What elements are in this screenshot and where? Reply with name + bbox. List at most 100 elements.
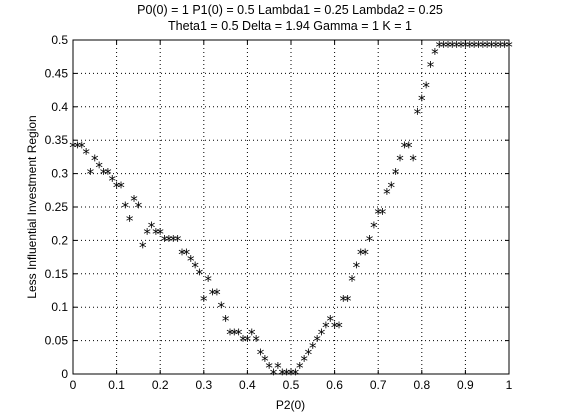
y-tick-labels: 0 0.05 0.1 0.15 0.2 0.25 0.3 0.35 0.4 0.45 0.5	[45, 33, 69, 381]
data-point: *	[439, 38, 448, 56]
data-point: *	[356, 245, 365, 263]
data-point: *	[90, 152, 99, 170]
data-point: *	[483, 38, 492, 56]
data-point: *	[330, 319, 339, 337]
data-point: *	[239, 332, 248, 350]
data-point: *	[99, 165, 108, 183]
data-point: *	[369, 219, 378, 237]
data-point: *	[378, 205, 387, 223]
data-point: *	[177, 245, 186, 263]
x-tick-label: 0.1	[108, 378, 125, 392]
y-tick-label: 0.4	[51, 100, 68, 114]
data-point: *	[130, 192, 139, 210]
data-point: *	[461, 38, 470, 56]
x-tick-label: 0	[70, 378, 77, 392]
x-axis-label: P2(0)	[276, 398, 305, 412]
data-point: *	[195, 265, 204, 283]
data-point: *	[334, 319, 343, 337]
data-point: *	[448, 38, 457, 56]
data-point: *	[73, 138, 82, 156]
data-point: *	[326, 312, 335, 330]
data-point: *	[204, 272, 213, 290]
data-point: *	[234, 325, 243, 343]
data-point: *	[221, 312, 230, 330]
data-point: *	[86, 165, 95, 183]
data-point: *	[443, 38, 452, 56]
y-tick-label: 0.35	[45, 133, 69, 147]
y-tick-label: 0.5	[51, 33, 68, 47]
data-point: *	[313, 332, 322, 350]
data-point: *	[457, 38, 466, 56]
data-point: *	[361, 245, 370, 263]
x-tick-label: 0.5	[283, 378, 300, 392]
data-point: *	[143, 225, 152, 243]
data-point: *	[225, 325, 234, 343]
data-point: *	[348, 272, 357, 290]
data-point: *	[417, 92, 426, 110]
data-point: *	[500, 38, 509, 56]
data-point: *	[430, 45, 439, 63]
data-point: *	[400, 138, 409, 156]
data-point: *	[186, 252, 195, 270]
data-point: *	[413, 105, 422, 123]
data-point: *	[230, 325, 239, 343]
x-tick-label: 0.6	[326, 378, 343, 392]
data-point: *	[465, 38, 474, 56]
data-points: ****************************************…	[68, 38, 513, 383]
data-point: *	[247, 325, 256, 343]
y-tick-label: 0.3	[51, 167, 68, 181]
data-point: *	[308, 339, 317, 357]
x-tick-label: 0.7	[370, 378, 387, 392]
data-point: *	[252, 332, 261, 350]
data-point: *	[156, 225, 165, 243]
data-point: *	[164, 232, 173, 250]
data-point: *	[112, 178, 121, 196]
data-point: *	[321, 319, 330, 337]
data-point: *	[160, 232, 169, 250]
x-tick-label: 0.4	[239, 378, 256, 392]
data-point: *	[121, 199, 130, 217]
data-point: *	[339, 292, 348, 310]
data-point: *	[452, 38, 461, 56]
title-line-2: Theta1 = 0.5 Delta = 1.94 Gamma = 1 K = …	[168, 19, 412, 33]
y-tick-label: 0.45	[45, 66, 69, 80]
data-point: *	[103, 165, 112, 183]
data-point: *	[382, 185, 391, 203]
data-point: *	[265, 359, 274, 377]
data-point: *	[496, 38, 505, 56]
data-point: *	[426, 58, 435, 76]
data-point: *	[191, 259, 200, 277]
x-tick-label: 0.2	[152, 378, 169, 392]
data-point: *	[151, 225, 160, 243]
y-tick-label: 0.25	[45, 200, 69, 214]
data-point: *	[212, 285, 221, 303]
x-tick-label: 0.3	[195, 378, 212, 392]
y-tick-label: 0.05	[45, 334, 69, 348]
data-point: *	[487, 38, 496, 56]
data-point: *	[182, 245, 191, 263]
data-point: *	[273, 359, 282, 377]
data-point: *	[169, 232, 178, 250]
data-point: *	[395, 152, 404, 170]
data-point: *	[491, 38, 500, 56]
data-point: *	[217, 299, 226, 317]
data-point: *	[243, 332, 252, 350]
data-point: *	[404, 138, 413, 156]
x-tick-labels: 0 0.1 0.2 0.3 0.4 0.5 0.6 0.7 0.8 0.9 1	[70, 378, 513, 392]
data-point: *	[478, 38, 487, 56]
data-point: *	[317, 325, 326, 343]
data-point: *	[470, 38, 479, 56]
data-point: *	[199, 292, 208, 310]
data-point: *	[474, 38, 483, 56]
data-point: *	[108, 172, 117, 190]
data-point: *	[256, 345, 265, 363]
x-tick-label: 0.9	[457, 378, 474, 392]
data-point: *	[82, 145, 91, 163]
data-point: *	[387, 178, 396, 196]
data-point: *	[125, 212, 134, 230]
data-point: *	[208, 285, 217, 303]
data-point: *	[391, 165, 400, 183]
data-point: *	[435, 38, 444, 56]
ticks	[72, 39, 510, 375]
